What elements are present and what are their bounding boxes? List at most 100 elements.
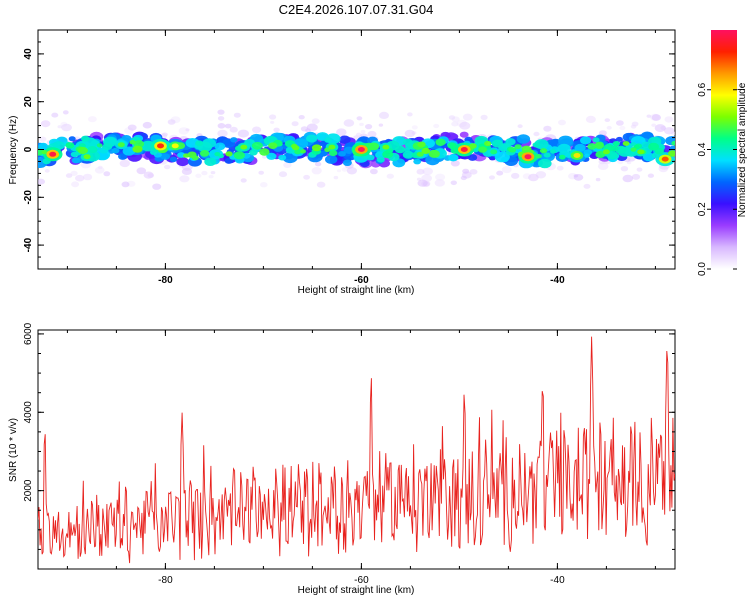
spectrogram-cell bbox=[132, 145, 143, 153]
spectrogram-cell bbox=[580, 136, 592, 145]
spectrogram-cell bbox=[291, 121, 299, 127]
snr-frame bbox=[37, 329, 676, 570]
spectrogram-cell bbox=[111, 147, 120, 154]
spectrogram-cell bbox=[597, 162, 609, 170]
spectrogram-cell bbox=[583, 183, 591, 189]
spectrogram-cell bbox=[451, 121, 459, 127]
spectrogram-cell bbox=[386, 173, 394, 179]
spectrogram-cell bbox=[61, 123, 72, 132]
spectrogram-cell bbox=[511, 172, 520, 179]
spectrogram-cell bbox=[208, 174, 214, 179]
y-tick-label: 6000 bbox=[23, 322, 34, 345]
spectrogram-cell bbox=[558, 135, 574, 147]
spectrogram-cell bbox=[217, 109, 225, 115]
snr-x-label: Height of straight line (km) bbox=[298, 585, 415, 596]
spectrogram-cell bbox=[636, 167, 643, 172]
spectrogram-cell bbox=[538, 158, 552, 169]
spectrogram-cell bbox=[224, 123, 232, 129]
spectrogram-cell bbox=[342, 159, 352, 166]
spectrogram-cell bbox=[51, 112, 59, 118]
x-tick-label: -40 bbox=[550, 275, 565, 286]
spectrogram-cell bbox=[233, 151, 245, 160]
spectrogram-cell bbox=[251, 141, 263, 150]
x-tick-label: -60 bbox=[354, 575, 369, 586]
spectrogram-cell bbox=[558, 119, 566, 126]
spectrogram-cell bbox=[343, 146, 355, 154]
spectrogram-cell bbox=[83, 173, 93, 181]
spectrogram-cell bbox=[435, 173, 446, 181]
spectrogram-cell bbox=[631, 173, 641, 180]
spectrogram-cell bbox=[187, 151, 197, 158]
spectrogram-cell bbox=[77, 146, 88, 155]
spectrogram-cell bbox=[68, 136, 76, 142]
spectrogram-cell bbox=[210, 171, 216, 175]
spectrogram-cell bbox=[664, 116, 674, 123]
spectrogram-cell bbox=[169, 156, 178, 162]
spectrogram-cell bbox=[448, 115, 456, 120]
spectrogram-cell bbox=[136, 167, 147, 175]
spectrogram-cell bbox=[336, 169, 342, 173]
spectrogram-cell bbox=[181, 167, 192, 175]
spectrogram-cell bbox=[421, 147, 431, 154]
spectrogram-cell bbox=[237, 129, 249, 138]
spectrogram-cell bbox=[65, 142, 75, 149]
spectrogram-cell bbox=[57, 125, 63, 129]
spectrogram-cell bbox=[489, 175, 495, 180]
spectrogram-cell bbox=[422, 167, 434, 176]
spectrogram-cell bbox=[557, 143, 571, 154]
spectrogram-cell bbox=[143, 171, 154, 179]
spectrogram-cell bbox=[449, 133, 459, 140]
spectrogram-axes: -80 -60 -40 -40 -20 0 20 40 bbox=[23, 29, 675, 286]
spectrogram-cell bbox=[637, 149, 645, 155]
spectrogram-cell bbox=[329, 150, 338, 157]
x-tick-label: -40 bbox=[550, 575, 565, 586]
spectrogram-cell bbox=[411, 125, 418, 130]
colorbar-gradient bbox=[711, 30, 737, 269]
spectrogram-cell bbox=[65, 173, 73, 178]
spectrogram-cell bbox=[434, 179, 445, 187]
spectrogram-cell bbox=[240, 178, 247, 183]
y-tick-label: -40 bbox=[23, 237, 34, 252]
spectrogram-cell bbox=[164, 164, 171, 170]
spectrogram-cell bbox=[300, 149, 306, 154]
spectrogram-cell bbox=[294, 149, 302, 155]
spectrogram-cell bbox=[647, 173, 655, 178]
spectrogram-cell bbox=[480, 114, 488, 120]
spectrogram-cell bbox=[217, 116, 225, 121]
spectrogram-cell bbox=[176, 157, 189, 167]
spectrogram-cell bbox=[117, 142, 125, 148]
spectrogram-cell bbox=[270, 120, 275, 124]
spectrogram-cell bbox=[631, 121, 639, 127]
spectrogram-cell bbox=[450, 147, 460, 154]
colorbar-tick-label: 0.2 bbox=[697, 202, 708, 216]
spectrogram-cell bbox=[103, 171, 111, 177]
spectrogram-cell bbox=[496, 170, 504, 176]
spectrogram-cell bbox=[556, 165, 564, 171]
spectrogram-cell bbox=[598, 130, 607, 136]
spectrogram-cell bbox=[41, 150, 48, 155]
spectrogram-cell bbox=[121, 181, 130, 188]
spectrogram-cell bbox=[269, 114, 277, 120]
spectrogram-cell bbox=[62, 110, 69, 115]
spectrogram-cell bbox=[585, 115, 596, 123]
spectrogram-cell bbox=[478, 146, 487, 153]
spectrogram-cell bbox=[594, 142, 604, 149]
spectrogram-cell bbox=[501, 166, 512, 174]
y-tick-label: -20 bbox=[23, 190, 34, 205]
spectrogram-cell bbox=[157, 143, 164, 149]
spectrogram-cell bbox=[233, 112, 241, 118]
spectrogram-cell bbox=[283, 162, 292, 168]
colorbar: 0.0 0.2 0.4 0.6 Normalized spectral amplitu… bbox=[697, 30, 748, 276]
spectrogram-cell bbox=[574, 143, 586, 152]
spectrogram-cell bbox=[83, 154, 91, 160]
y-tick-label: 4000 bbox=[23, 401, 34, 424]
spectrogram-cell bbox=[229, 126, 238, 133]
spectrogram-cell bbox=[44, 169, 50, 173]
spectrogram-cell bbox=[359, 122, 364, 126]
spectrogram-cell bbox=[71, 157, 81, 164]
spectrogram-y-label: Frequency (Hz) bbox=[8, 116, 19, 185]
colorbar-tick-label: 0.6 bbox=[697, 82, 708, 96]
spectrogram-cell bbox=[379, 111, 389, 119]
spectrogram-cell bbox=[514, 144, 522, 150]
spectrogram-cell bbox=[40, 120, 51, 128]
